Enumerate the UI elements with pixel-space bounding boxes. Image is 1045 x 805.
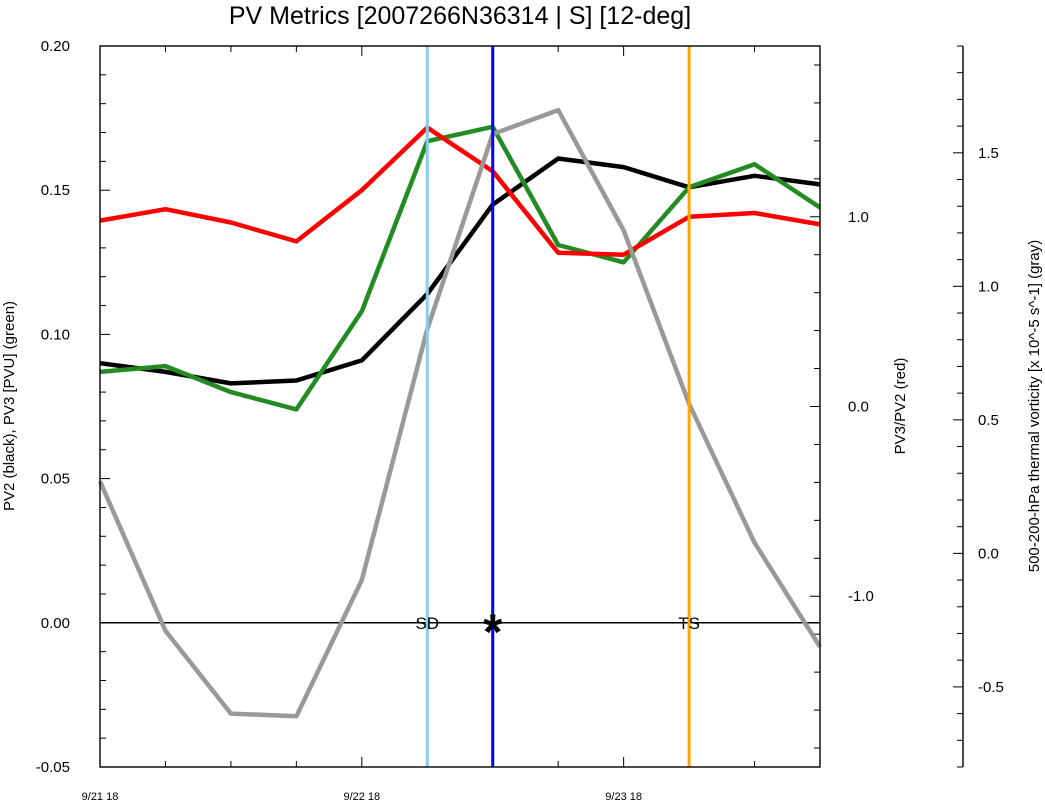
x-tick-label: 9/21 18 xyxy=(82,791,119,803)
chart-title: PV Metrics [2007266N36314 | S] [12-deg] xyxy=(229,2,691,30)
series-line xyxy=(99,125,821,257)
left-y-axis: -0.05 0.00 0.05 0.10 0.15 0.20 xyxy=(36,38,110,776)
series-line xyxy=(97,107,822,719)
right-y-axis-ratio: -1.0 0.0 1.0 xyxy=(810,64,874,749)
left-tick-label: 0.05 xyxy=(41,471,70,488)
right-vorticity-tick-label: 1.0 xyxy=(978,278,999,295)
event-label: TS xyxy=(678,614,700,633)
right-axis-vorticity-label: 500-200-hPa thermal vorticity [x 10^-5 s… xyxy=(1026,240,1043,573)
event-markers: SD * TS xyxy=(415,46,700,767)
x-axis: 9/21 18 9/22 18 9/23 18 xyxy=(82,46,821,803)
x-tick-label: 9/23 18 xyxy=(605,791,642,803)
right-axis-ratio-label: PV3/PV2 (red) xyxy=(892,358,909,455)
left-axis-label: PV2 (black), PV3 [PVU] (green) xyxy=(1,301,18,511)
right-ratio-tick-label: 0.0 xyxy=(848,399,869,416)
series-line xyxy=(99,156,821,386)
right-vorticity-tick-label: 0.0 xyxy=(978,545,999,562)
right-vorticity-tick-label: -0.5 xyxy=(978,679,1004,696)
left-tick-label: 0.20 xyxy=(41,38,70,55)
series-line xyxy=(99,124,822,412)
series-layer xyxy=(97,107,822,719)
event-label: SD xyxy=(415,614,439,633)
right-y-axis-vorticity: -0.5 0.0 0.5 1.0 1.5 xyxy=(953,45,1004,768)
plot-frame xyxy=(99,45,821,768)
x-tick-label: 9/22 18 xyxy=(343,791,380,803)
right-ratio-tick-label: -1.0 xyxy=(848,588,874,605)
left-tick-label: 0.10 xyxy=(41,326,70,343)
right-vorticity-tick-label: 0.5 xyxy=(978,412,999,429)
right-ratio-tick-label: 1.0 xyxy=(848,209,869,226)
left-tick-label: 0.00 xyxy=(41,615,70,632)
right-vorticity-tick-label: 1.5 xyxy=(978,145,999,162)
left-tick-label: -0.05 xyxy=(36,759,70,776)
left-tick-label: 0.15 xyxy=(41,182,70,199)
event-label: * xyxy=(483,604,503,660)
